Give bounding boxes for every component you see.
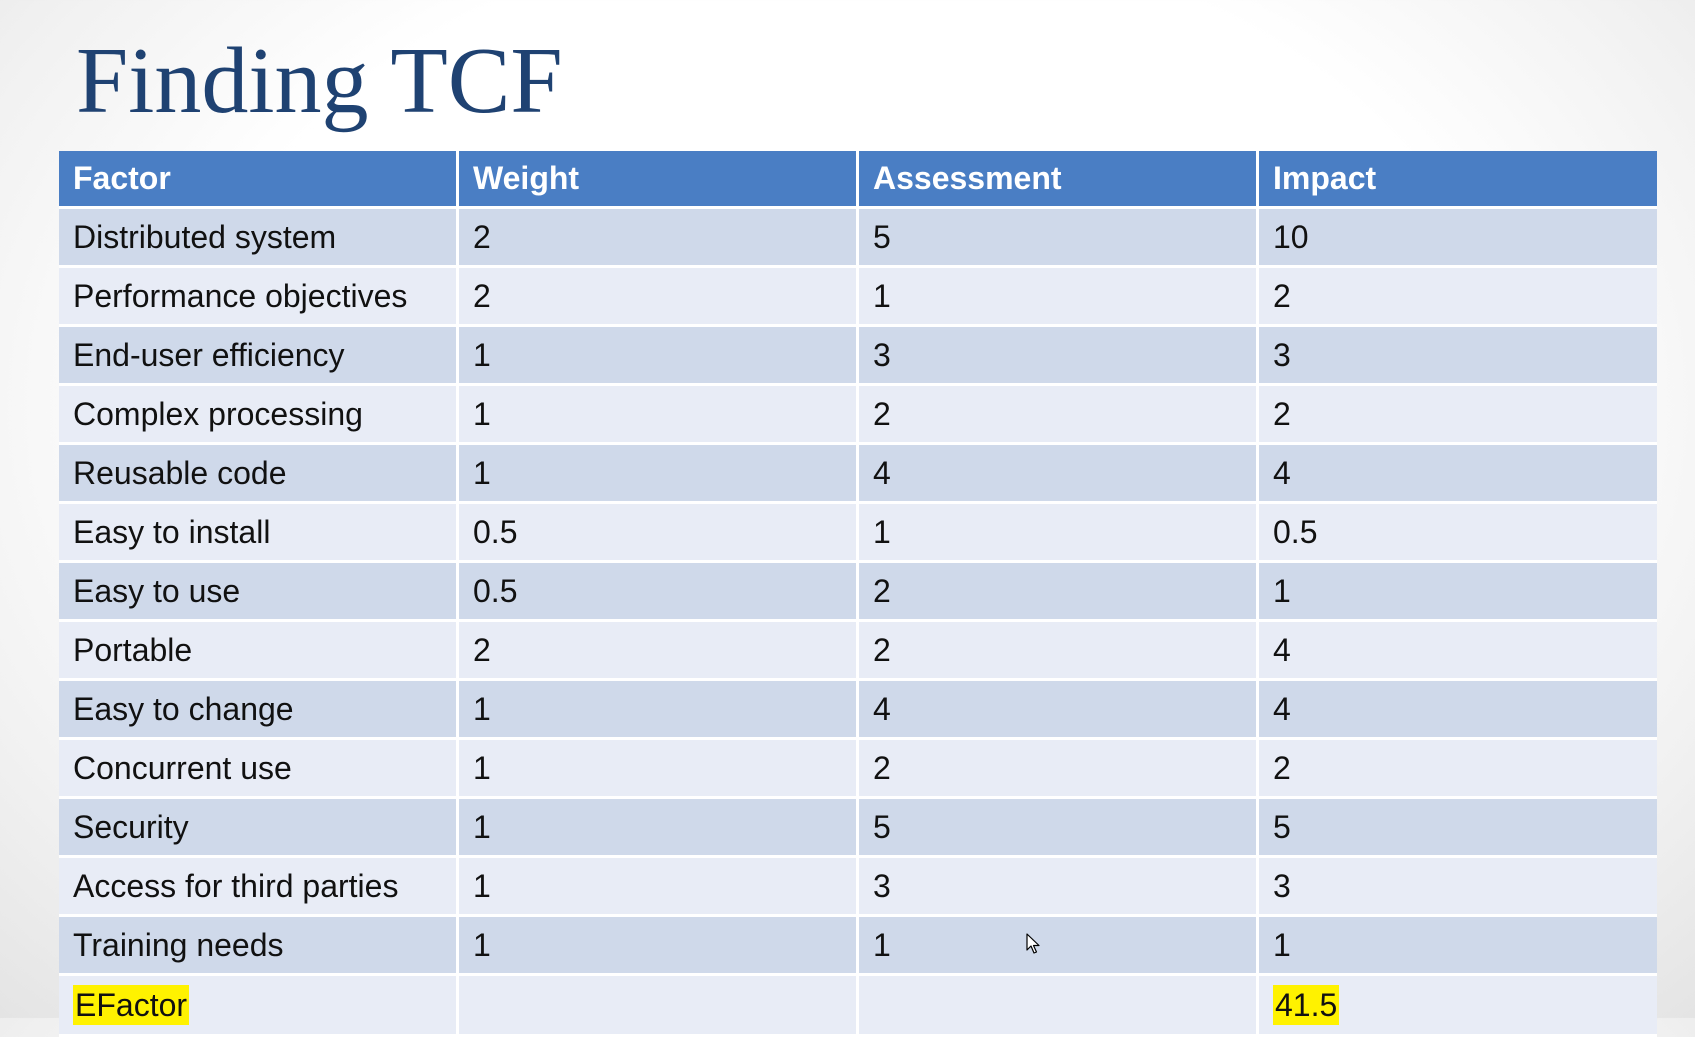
- table-row: End-user efficiency 1 3 3: [59, 327, 1657, 386]
- slide-title: Finding TCF: [76, 29, 563, 133]
- cell-weight: 2: [459, 268, 859, 327]
- table-row: Concurrent use 1 2 2: [59, 740, 1657, 799]
- cell-assessment: 3: [859, 327, 1259, 386]
- cell-weight: 1: [459, 681, 859, 740]
- cell-assessment: 2: [859, 563, 1259, 622]
- cell-impact: 4: [1259, 622, 1657, 681]
- cell-assessment: 2: [859, 740, 1259, 799]
- cell-assessment: 5: [859, 799, 1259, 858]
- cell-factor: Security: [59, 799, 459, 858]
- mouse-pointer-icon: [1026, 933, 1040, 954]
- cell-factor: Portable: [59, 622, 459, 681]
- cell-impact: 1: [1259, 917, 1657, 976]
- table-row: Security 1 5 5: [59, 799, 1657, 858]
- cell-weight: 1: [459, 858, 859, 917]
- table-row: Reusable code 1 4 4: [59, 445, 1657, 504]
- table-header-row: Factor Weight Assessment Impact: [59, 151, 1657, 209]
- cell-factor: Easy to install: [59, 504, 459, 563]
- header-assessment: Assessment: [859, 151, 1259, 209]
- cell-factor: Distributed system: [59, 209, 459, 268]
- cell-assessment: 5: [859, 209, 1259, 268]
- header-impact: Impact: [1259, 151, 1657, 209]
- cell-assessment: 2: [859, 622, 1259, 681]
- cell-factor: Concurrent use: [59, 740, 459, 799]
- cell-factor: End-user efficiency: [59, 327, 459, 386]
- cell-factor: Training needs: [59, 917, 459, 976]
- cell-total-assessment: [859, 976, 1259, 1037]
- cell-impact: 2: [1259, 386, 1657, 445]
- cell-assessment: 1: [859, 268, 1259, 327]
- cell-impact: 4: [1259, 445, 1657, 504]
- table-row: Easy to change 1 4 4: [59, 681, 1657, 740]
- cell-factor: Complex processing: [59, 386, 459, 445]
- efactor-value: 41.5: [1273, 984, 1340, 1025]
- cell-impact: 4: [1259, 681, 1657, 740]
- tcf-table: Factor Weight Assessment Impact Distribu…: [59, 151, 1657, 1037]
- cell-total-impact: 41.5: [1259, 976, 1657, 1037]
- table-row: Training needs 1 1 1: [59, 917, 1657, 976]
- cell-weight: 1: [459, 799, 859, 858]
- cell-impact: 2: [1259, 268, 1657, 327]
- cell-weight: 2: [459, 209, 859, 268]
- cell-impact: 0.5: [1259, 504, 1657, 563]
- cell-total-weight: [459, 976, 859, 1037]
- table-row: Complex processing 1 2 2: [59, 386, 1657, 445]
- table-row: Easy to install 0.5 1 0.5: [59, 504, 1657, 563]
- cell-weight: 1: [459, 445, 859, 504]
- cell-weight: 1: [459, 740, 859, 799]
- cell-weight: 0.5: [459, 504, 859, 563]
- cell-factor: Performance objectives: [59, 268, 459, 327]
- table-row: Portable 2 2 4: [59, 622, 1657, 681]
- cell-assessment: 2: [859, 386, 1259, 445]
- cell-assessment: 4: [859, 445, 1259, 504]
- table-total-row: EFactor 41.5: [59, 976, 1657, 1037]
- cell-factor: Easy to change: [59, 681, 459, 740]
- cell-factor: Easy to use: [59, 563, 459, 622]
- cell-impact: 3: [1259, 327, 1657, 386]
- cell-assessment: 1: [859, 504, 1259, 563]
- cell-total-label: EFactor: [59, 976, 459, 1037]
- cell-impact: 2: [1259, 740, 1657, 799]
- table-row: Performance objectives 2 1 2: [59, 268, 1657, 327]
- header-weight: Weight: [459, 151, 859, 209]
- cell-impact: 3: [1259, 858, 1657, 917]
- cell-impact: 5: [1259, 799, 1657, 858]
- cell-weight: 0.5: [459, 563, 859, 622]
- cell-factor: Access for third parties: [59, 858, 459, 917]
- table-row: Easy to use 0.5 2 1: [59, 563, 1657, 622]
- cell-assessment: 1: [859, 917, 1259, 976]
- cell-impact: 10: [1259, 209, 1657, 268]
- cell-assessment: 3: [859, 858, 1259, 917]
- cell-weight: 1: [459, 386, 859, 445]
- table-row: Distributed system 2 5 10: [59, 209, 1657, 268]
- cell-weight: 2: [459, 622, 859, 681]
- table-row: Access for third parties 1 3 3: [59, 858, 1657, 917]
- cell-factor: Reusable code: [59, 445, 459, 504]
- cell-weight: 1: [459, 917, 859, 976]
- efactor-label: EFactor: [73, 984, 190, 1025]
- cell-weight: 1: [459, 327, 859, 386]
- header-factor: Factor: [59, 151, 459, 209]
- cell-assessment: 4: [859, 681, 1259, 740]
- cell-impact: 1: [1259, 563, 1657, 622]
